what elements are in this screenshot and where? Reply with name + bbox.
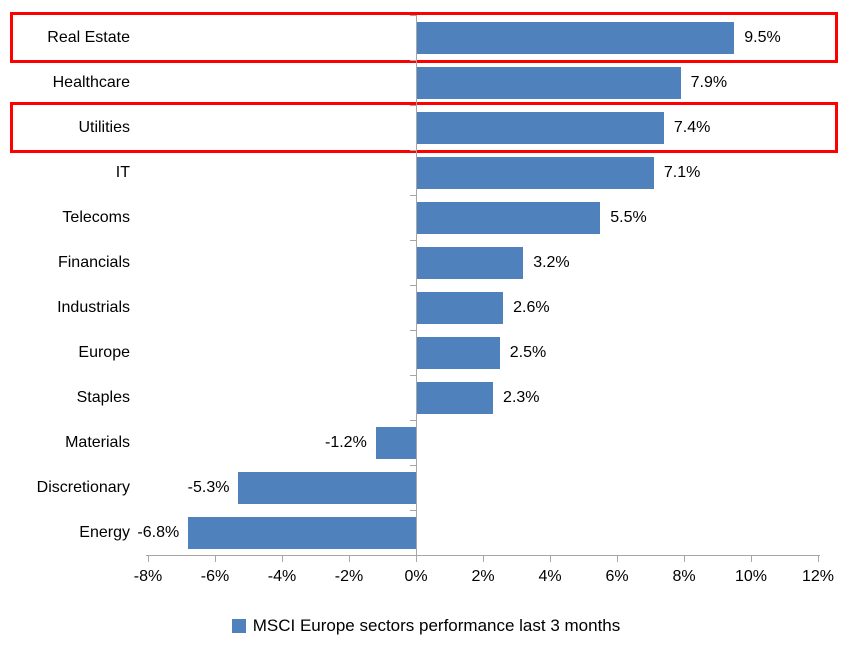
value-label: 7.9%: [690, 74, 728, 91]
bar: [416, 66, 681, 99]
category-label: Healthcare: [52, 74, 130, 91]
category-label: Telecoms: [62, 209, 130, 226]
value-label: 9.5%: [744, 29, 781, 46]
x-tick-label: -6%: [200, 568, 230, 585]
bar: [416, 156, 654, 189]
y-axis-tick: [410, 105, 416, 106]
value-label: 7.1%: [663, 164, 701, 181]
category-label: Energy: [79, 524, 130, 541]
x-tick-label: 8%: [672, 568, 696, 585]
bar: [416, 291, 504, 324]
bar: [416, 381, 494, 414]
legend-swatch-icon: [231, 619, 246, 633]
x-axis-tick: [617, 555, 618, 562]
x-axis-tick: [416, 555, 417, 562]
y-axis-tick: [410, 60, 416, 61]
y-axis-tick: [410, 330, 416, 331]
category-label: Staples: [76, 389, 130, 406]
x-tick-label: 2%: [471, 568, 495, 585]
legend-label: MSCI Europe sectors performance last 3 m…: [252, 616, 621, 635]
category-label: Discretionary: [36, 479, 130, 496]
y-axis-tick: [410, 510, 416, 511]
bar: [416, 111, 664, 144]
bar: [416, 246, 524, 279]
x-axis-tick: [483, 555, 484, 562]
value-label: -5.3%: [187, 479, 230, 496]
x-axis-tick: [751, 555, 752, 562]
value-label: 7.4%: [673, 119, 711, 136]
x-tick-label: 12%: [801, 568, 835, 585]
y-axis-tick: [410, 150, 416, 151]
value-label: 2.5%: [509, 344, 547, 361]
category-label: IT: [115, 164, 130, 181]
y-axis-tick: [410, 195, 416, 196]
x-axis-tick: [818, 555, 819, 562]
y-axis-tick: [410, 285, 416, 286]
x-tick-label: 6%: [605, 568, 629, 585]
x-tick-label: 0%: [404, 568, 428, 585]
x-axis-tick: [282, 555, 283, 562]
x-axis-tick: [684, 555, 685, 562]
y-axis-tick: [410, 465, 416, 466]
x-tick-label: 4%: [538, 568, 562, 585]
x-axis-tick: [550, 555, 551, 562]
value-label: -1.2%: [325, 434, 367, 451]
bar: [375, 426, 416, 459]
y-axis-line: [416, 15, 417, 555]
x-axis-tick: [148, 555, 149, 562]
category-label: Real Estate: [47, 29, 130, 46]
bar: [188, 516, 416, 549]
x-tick-label: -4%: [267, 568, 297, 585]
bar: [416, 21, 735, 54]
category-label: Europe: [78, 344, 130, 361]
value-label: 2.6%: [513, 299, 550, 316]
bar: [238, 471, 416, 504]
value-label: 5.5%: [610, 209, 647, 226]
value-label: 2.3%: [503, 389, 540, 406]
x-tick-label: -8%: [133, 568, 163, 585]
x-axis-tick: [215, 555, 216, 562]
x-tick-label: -2%: [334, 568, 364, 585]
y-axis-tick: [410, 240, 416, 241]
legend: MSCI Europe sectors performance last 3 m…: [0, 611, 852, 641]
bar: [416, 336, 500, 369]
bar: [416, 201, 601, 234]
category-label: Utilities: [78, 119, 130, 136]
y-axis-tick: [410, 420, 416, 421]
category-label: Industrials: [57, 299, 130, 316]
value-label: -6.8%: [137, 524, 180, 541]
y-axis-tick: [410, 15, 416, 16]
x-tick-label: 10%: [734, 568, 768, 585]
value-label: 3.2%: [533, 254, 570, 271]
category-label: Materials: [65, 434, 130, 451]
x-axis-tick: [349, 555, 350, 562]
y-axis-tick: [410, 375, 416, 376]
category-label: Financials: [57, 254, 130, 271]
